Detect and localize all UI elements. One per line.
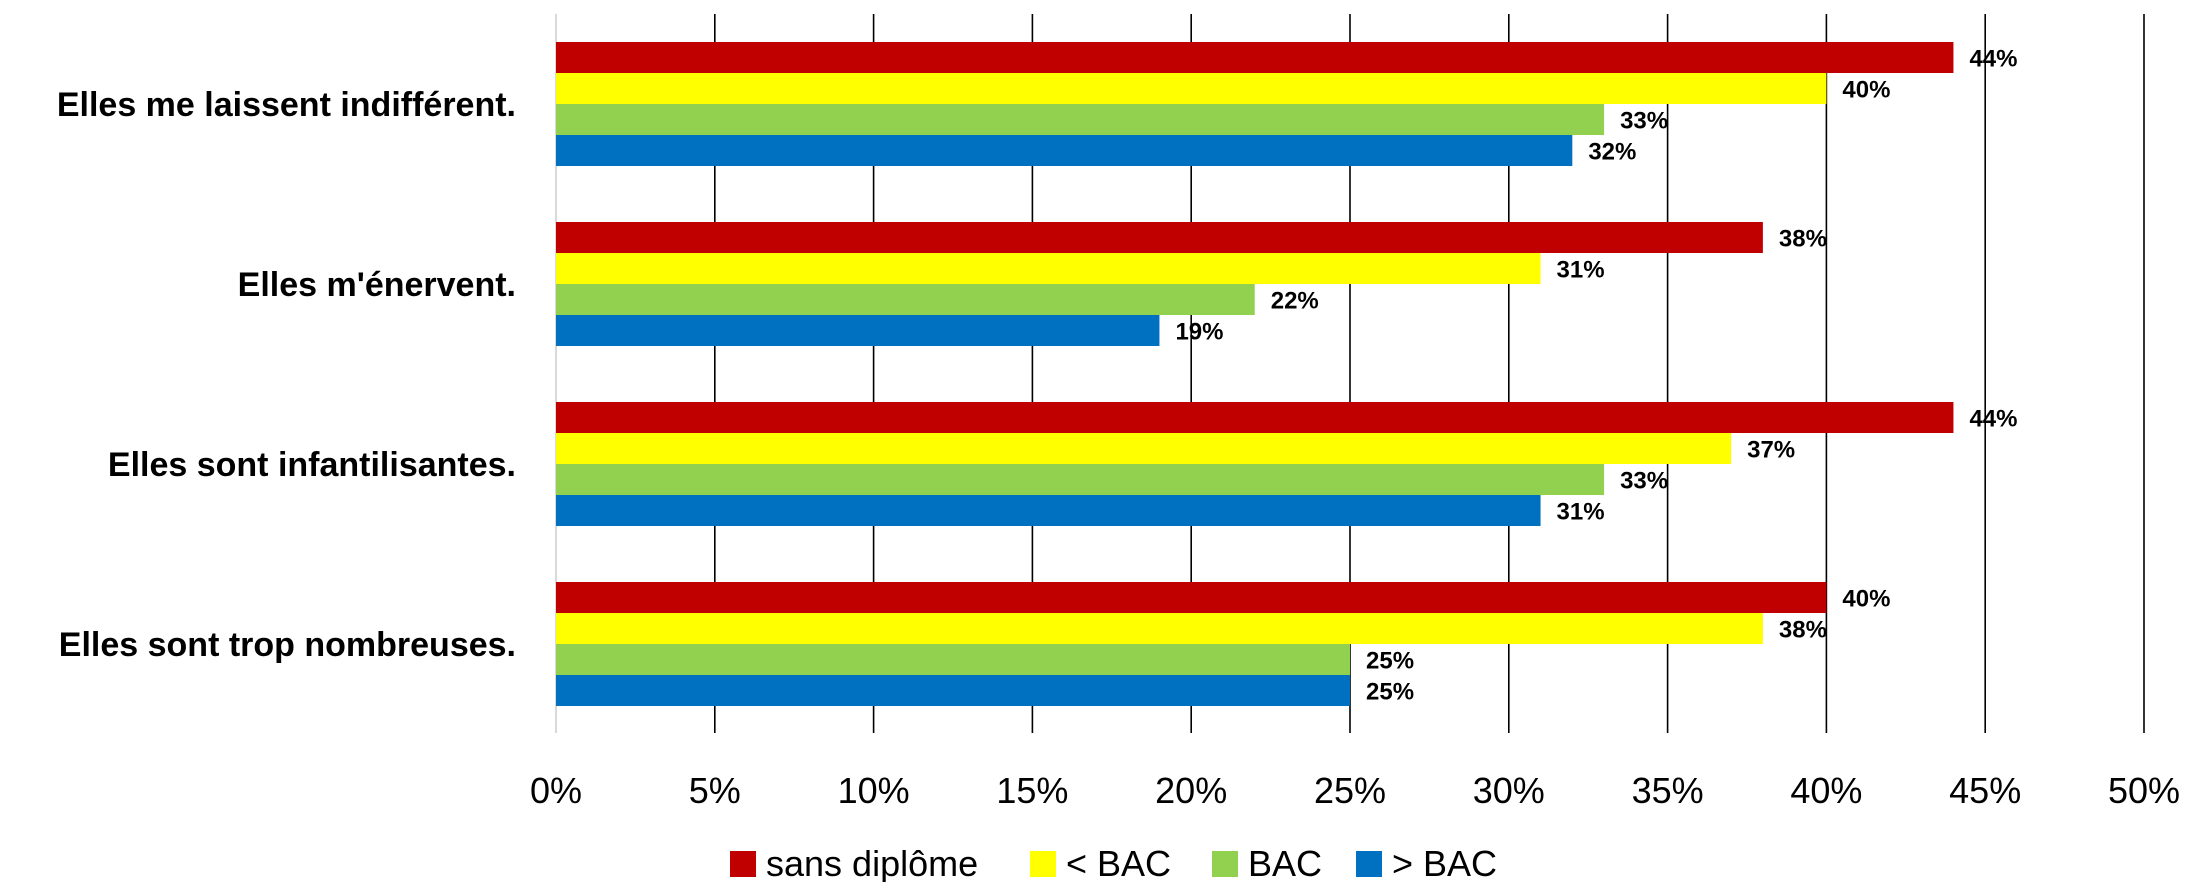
x-axis-ticks: 0% 5% 10% 15% 20% 25% 30% 35% 40% 45% 50% — [530, 770, 2180, 811]
bar-1-4 — [556, 582, 1827, 613]
legend-label: BAC — [1248, 843, 1322, 882]
x-tick-label: 50% — [2108, 770, 2180, 811]
x-tick-label: 0% — [530, 770, 582, 811]
data-label: 32% — [1588, 139, 1636, 166]
legend: sans diplôme < BAC BAC > BAC — [730, 843, 1497, 882]
category-label: Elles me laissent indifférent. — [57, 86, 516, 124]
x-tick-label: 30% — [1473, 770, 1545, 811]
data-label: 19% — [1175, 319, 1223, 346]
bar-4-3 — [556, 495, 1541, 526]
data-label: 37% — [1747, 437, 1795, 464]
x-tick-label: 15% — [996, 770, 1068, 811]
legend-swatch — [730, 851, 756, 877]
legend-label: > BAC — [1392, 843, 1497, 882]
data-label: 33% — [1620, 108, 1668, 135]
bar-2-1 — [556, 73, 1827, 104]
bar-2-2 — [556, 253, 1541, 284]
bar-3-3 — [556, 464, 1605, 495]
data-label: 31% — [1557, 257, 1605, 284]
bar-1-1 — [556, 42, 1954, 73]
bar-1-2 — [556, 222, 1763, 253]
data-label: 31% — [1557, 499, 1605, 526]
x-tick-label: 20% — [1155, 770, 1227, 811]
legend-swatch — [1030, 851, 1056, 877]
bar-3-4 — [556, 644, 1350, 675]
data-label: 25% — [1366, 679, 1414, 706]
data-label: 40% — [1842, 77, 1890, 104]
bar-2-4 — [556, 613, 1763, 644]
x-tick-label: 35% — [1632, 770, 1704, 811]
data-label: 44% — [1969, 46, 2017, 73]
bar-1-3 — [556, 402, 1954, 433]
x-tick-label: 40% — [1790, 770, 1862, 811]
bar-4-1 — [556, 135, 1573, 166]
data-label: 38% — [1779, 226, 1827, 253]
data-label: 22% — [1271, 288, 1319, 315]
data-label: 38% — [1779, 617, 1827, 644]
x-tick-label: 45% — [1949, 770, 2021, 811]
legend-swatch — [1356, 851, 1382, 877]
data-label: 25% — [1366, 648, 1414, 675]
category-label: Elles m'énervent. — [238, 266, 516, 304]
category-label: Elles sont infantilisantes. — [108, 446, 516, 484]
bar-4-4 — [556, 675, 1350, 706]
x-tick-label: 10% — [838, 770, 910, 811]
data-labels: 44% 40% 33% 32% 38% 31% 22% 19% 44% 37% 33% 31% 40% 3… — [1175, 46, 2017, 706]
bar-2-3 — [556, 433, 1732, 464]
x-tick-label: 25% — [1314, 770, 1386, 811]
bar-3-2 — [556, 284, 1255, 315]
data-label: 33% — [1620, 468, 1668, 495]
bars — [556, 42, 1954, 706]
category-labels: Elles me laissent indifférent. Elles m'én… — [57, 86, 516, 664]
legend-label: sans diplôme — [766, 843, 978, 882]
data-label: 44% — [1969, 406, 2017, 433]
bar-3-1 — [556, 104, 1605, 135]
x-tick-label: 5% — [689, 770, 741, 811]
legend-label: < BAC — [1066, 843, 1171, 882]
data-label: 40% — [1842, 586, 1890, 613]
legend-swatch — [1212, 851, 1238, 877]
bar-4-2 — [556, 315, 1160, 346]
category-label: Elles sont trop nombreuses. — [59, 626, 516, 664]
